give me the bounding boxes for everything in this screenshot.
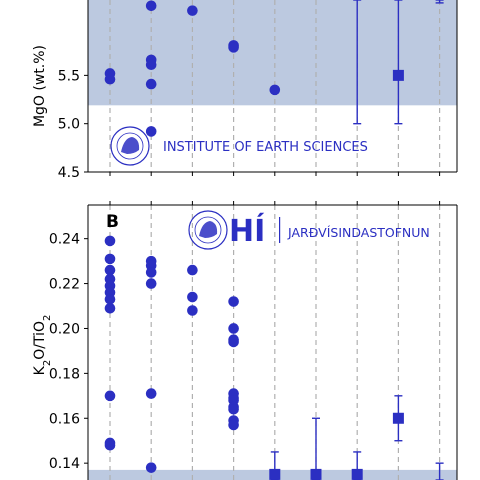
- data-point: [145, 126, 157, 137]
- data-point: [228, 42, 239, 53]
- institute-name: INSTITUTE OF EARTH SCIENCES: [163, 140, 368, 155]
- data-point: [228, 403, 239, 415]
- data-point: [104, 73, 116, 85]
- y-axis-title: K2O/TiO2: [32, 315, 53, 376]
- y-tick-label: 0.14: [49, 456, 80, 472]
- data-point: [228, 419, 239, 431]
- data-point-square: [392, 69, 404, 81]
- data-point-square: [269, 468, 281, 480]
- plot-area: [88, 205, 457, 480]
- y-tick-label: 4.5: [58, 165, 80, 181]
- data-point: [269, 84, 281, 96]
- data-point: [104, 439, 116, 451]
- data-point: [145, 278, 157, 289]
- data-point-square: [475, 75, 480, 86]
- university-seal-icon: [110, 126, 150, 166]
- plot-area: [88, 0, 480, 172]
- data-point: [187, 5, 198, 16]
- hi-logo-watermark: HÍ JARÐVÍSINDASTOFNUN: [188, 210, 430, 250]
- data-point: [145, 78, 157, 90]
- y-tick-label: 0.20: [49, 321, 80, 337]
- data-point: [145, 462, 157, 473]
- data-point: [145, 59, 157, 71]
- hi-logo-text: HÍ: [229, 213, 265, 249]
- data-point: [104, 264, 116, 276]
- data-point: [228, 296, 239, 307]
- data-point-square: [351, 468, 363, 480]
- data-point-square: [310, 468, 322, 480]
- data-point: [145, 388, 157, 399]
- data-point: [187, 264, 198, 276]
- logo-divider: [279, 217, 281, 243]
- panel-letter: B: [106, 212, 119, 232]
- panel-a-mgo: 4.5 5.0 5.5 MgO (wt.%): [32, 0, 480, 181]
- y-tick-label: 0.24: [49, 232, 80, 248]
- panel-b-k2o-tio2: 0.14 0.16 0.18 0.20 0.22 0.24 K2O/TiO2 B: [32, 201, 458, 480]
- institute-watermark: INSTITUTE OF EARTH SCIENCES: [110, 126, 368, 166]
- y-tick-label: 0.18: [49, 366, 80, 382]
- data-point: [104, 235, 116, 247]
- data-point: [187, 305, 198, 316]
- university-seal-icon: [188, 210, 228, 250]
- y-tick-label: 0.22: [49, 277, 80, 293]
- data-point: [187, 291, 198, 303]
- data-point: [228, 323, 239, 334]
- data-point: [228, 336, 239, 348]
- jardvisindastofnun-text: JARÐVÍSINDASTOFNUN: [287, 225, 430, 240]
- data-point: [145, 0, 157, 12]
- data-point: [145, 267, 157, 278]
- y-tick-label: 5.0: [58, 117, 80, 133]
- data-point: [104, 293, 116, 305]
- data-point: [104, 253, 116, 265]
- y-tick-label: 5.5: [58, 68, 80, 84]
- y-tick-label: 0.16: [49, 411, 80, 427]
- data-point: [104, 390, 116, 402]
- data-point: [104, 302, 116, 314]
- data-point-square: [392, 412, 404, 424]
- y-axis-title: MgO (wt.%): [32, 45, 48, 127]
